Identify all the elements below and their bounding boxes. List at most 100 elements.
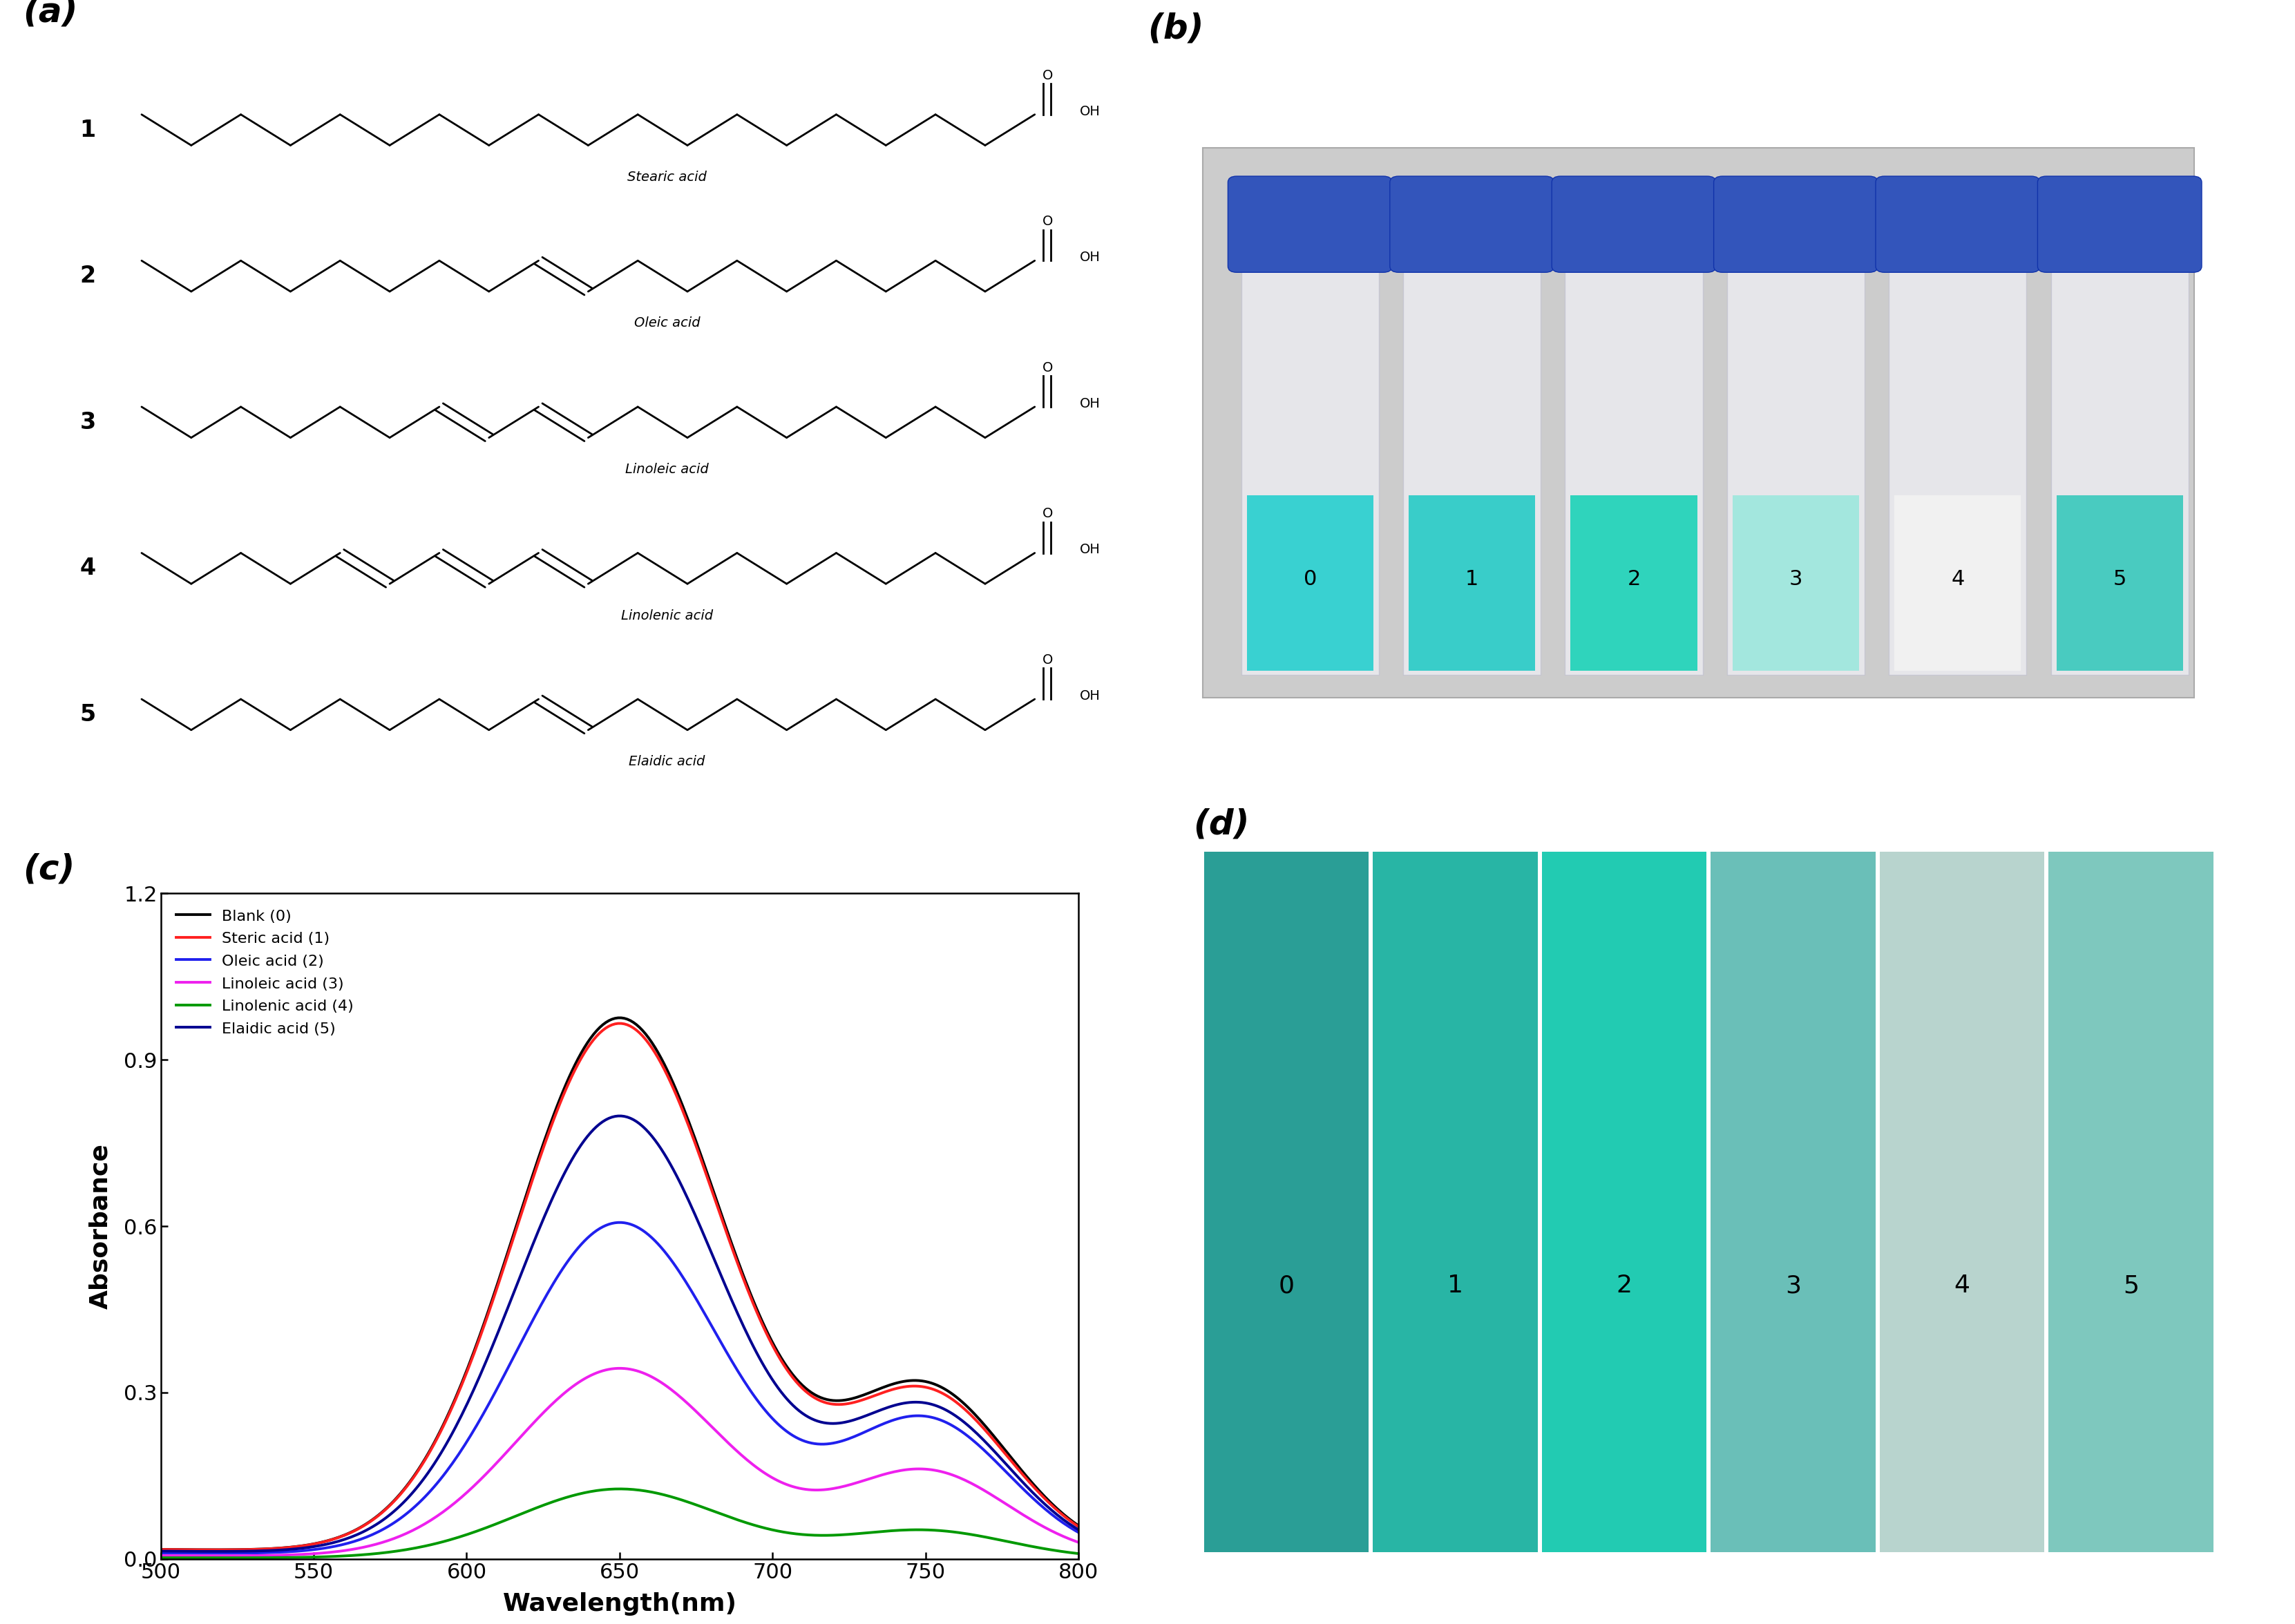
Steric acid (1) xyxy=(714,1229,741,1249)
Text: 2: 2 xyxy=(80,265,96,287)
Linolenic acid (4) xyxy=(985,1530,1012,1549)
Linoleic acid (3) xyxy=(927,1462,955,1481)
Steric acid (1) xyxy=(608,1013,636,1033)
Linoleic acid (3) xyxy=(1065,1533,1092,1553)
Text: O: O xyxy=(1042,361,1053,374)
Line: Blank (0): Blank (0) xyxy=(161,1018,1079,1549)
Y-axis label: Absorbance: Absorbance xyxy=(90,1143,112,1309)
FancyBboxPatch shape xyxy=(1714,175,1877,273)
Blank (0) xyxy=(202,1540,229,1559)
Oleic acid (2) xyxy=(1065,1523,1092,1543)
Text: 2: 2 xyxy=(1627,568,1641,590)
Text: Linolenic acid: Linolenic acid xyxy=(622,609,714,622)
Line: Elaidic acid (5): Elaidic acid (5) xyxy=(161,1116,1079,1551)
Steric acid (1) xyxy=(1065,1517,1092,1536)
Elaidic acid (5) xyxy=(985,1447,1012,1466)
Elaidic acid (5) xyxy=(927,1398,955,1418)
Text: Elaidic acid: Elaidic acid xyxy=(629,755,705,768)
Steric acid (1) xyxy=(695,1176,723,1195)
Oleic acid (2) xyxy=(695,1314,723,1333)
Oleic acid (2) xyxy=(714,1346,741,1366)
Linoleic acid (3) xyxy=(714,1434,741,1453)
Bar xyxy=(1242,255,1379,674)
Blank (0) xyxy=(1065,1515,1092,1535)
Text: O: O xyxy=(1042,653,1053,666)
Linolenic acid (4) xyxy=(927,1522,955,1541)
Text: 3: 3 xyxy=(80,411,96,434)
Text: OH: OH xyxy=(1081,396,1102,411)
Bar xyxy=(1726,255,1864,674)
Blank (0) xyxy=(700,1181,728,1200)
Text: 1: 1 xyxy=(1448,1275,1464,1298)
Oleic acid (2) xyxy=(985,1455,1012,1475)
FancyBboxPatch shape xyxy=(1228,175,1393,273)
Text: (c): (c) xyxy=(23,853,76,885)
Steric acid (1) xyxy=(147,1540,174,1559)
Bar xyxy=(2052,255,2189,674)
Blank (0) xyxy=(695,1173,723,1192)
Linolenic acid (4) xyxy=(700,1501,728,1520)
Bar xyxy=(1733,495,1859,671)
Bar xyxy=(1893,495,2022,671)
Text: (a): (a) xyxy=(23,0,78,28)
Linolenic acid (4) xyxy=(1065,1544,1092,1564)
Text: 4: 4 xyxy=(80,557,96,580)
Text: 2: 2 xyxy=(1616,1275,1632,1298)
Blank (0) xyxy=(608,1009,636,1028)
Linoleic acid (3) xyxy=(149,1546,177,1566)
Linoleic acid (3) xyxy=(147,1546,174,1566)
Elaidic acid (5) xyxy=(1065,1520,1092,1540)
Text: O: O xyxy=(1042,507,1053,520)
Text: 0: 0 xyxy=(1278,1275,1294,1298)
Blank (0) xyxy=(147,1540,174,1559)
Text: 4: 4 xyxy=(1953,1275,1969,1298)
Bar xyxy=(2056,495,2183,671)
Text: 5: 5 xyxy=(2114,568,2127,590)
Text: (d): (d) xyxy=(1193,807,1251,841)
Text: 5: 5 xyxy=(2123,1275,2139,1298)
Steric acid (1) xyxy=(202,1540,229,1559)
Line: Steric acid (1): Steric acid (1) xyxy=(161,1023,1079,1549)
Steric acid (1) xyxy=(927,1382,955,1402)
Bar xyxy=(1409,495,1535,671)
Oleic acid (2) xyxy=(700,1319,728,1338)
Bar xyxy=(1246,495,1372,671)
Bar xyxy=(1880,851,2045,1553)
Steric acid (1) xyxy=(149,1540,177,1559)
Linolenic acid (4) xyxy=(714,1507,741,1527)
Oleic acid (2) xyxy=(202,1543,229,1562)
Oleic acid (2) xyxy=(608,1213,636,1233)
Steric acid (1) xyxy=(700,1186,728,1205)
Text: OH: OH xyxy=(1081,250,1102,265)
Bar xyxy=(1889,255,2026,674)
Blank (0) xyxy=(985,1432,1012,1452)
Elaidic acid (5) xyxy=(714,1283,741,1302)
FancyBboxPatch shape xyxy=(1551,175,1717,273)
Oleic acid (2) xyxy=(147,1543,174,1562)
Text: (b): (b) xyxy=(1148,11,1205,45)
Line: Oleic acid (2): Oleic acid (2) xyxy=(161,1223,1079,1553)
Text: 3: 3 xyxy=(1786,1275,1802,1298)
Elaidic acid (5) xyxy=(700,1247,728,1267)
Elaidic acid (5) xyxy=(608,1106,636,1125)
Linolenic acid (4) xyxy=(202,1548,229,1567)
Text: 1: 1 xyxy=(80,119,96,141)
Text: 4: 4 xyxy=(1951,568,1965,590)
Text: 0: 0 xyxy=(1304,568,1317,590)
Bar xyxy=(1372,851,1538,1553)
Line: Linoleic acid (3): Linoleic acid (3) xyxy=(161,1369,1079,1556)
Linolenic acid (4) xyxy=(149,1548,177,1567)
Text: O: O xyxy=(1042,68,1053,81)
Legend: Blank (0), Steric acid (1), Oleic acid (2), Linoleic acid (3), Linolenic acid (4: Blank (0), Steric acid (1), Oleic acid (… xyxy=(168,901,363,1044)
Bar xyxy=(1710,851,1875,1553)
Blank (0) xyxy=(149,1540,177,1559)
Text: 3: 3 xyxy=(1790,568,1802,590)
Linolenic acid (4) xyxy=(695,1501,723,1520)
Line: Linolenic acid (4): Linolenic acid (4) xyxy=(161,1489,1079,1557)
Linolenic acid (4) xyxy=(147,1548,174,1567)
X-axis label: Wavelength(nm): Wavelength(nm) xyxy=(503,1592,737,1616)
Elaidic acid (5) xyxy=(147,1541,174,1561)
Bar xyxy=(1402,255,1540,674)
Text: Oleic acid: Oleic acid xyxy=(633,317,700,330)
Linoleic acid (3) xyxy=(700,1418,728,1437)
